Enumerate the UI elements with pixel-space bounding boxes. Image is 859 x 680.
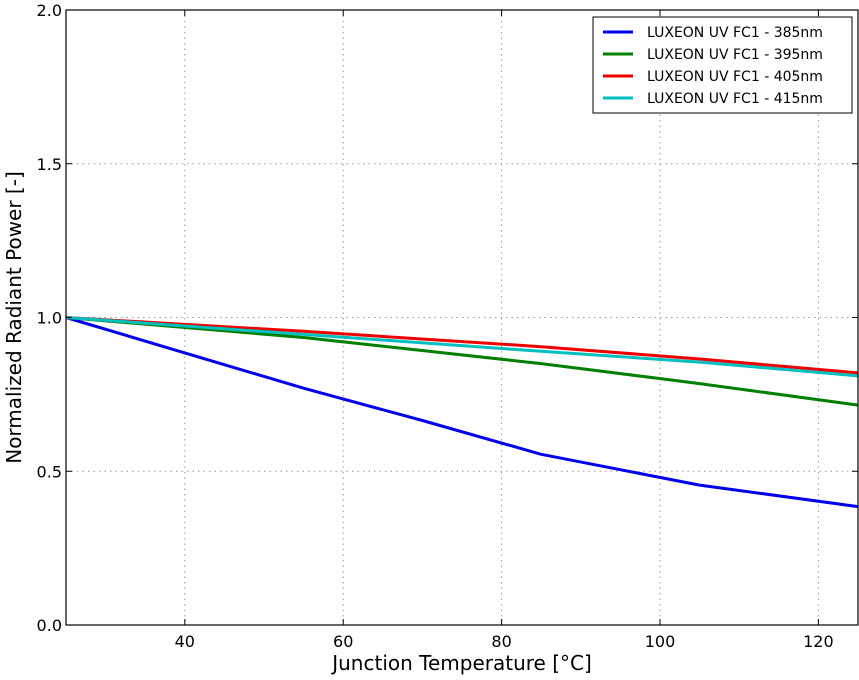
legend-label: LUXEON UV FC1 - 415nm xyxy=(647,91,823,107)
y-tick-label: 0.0 xyxy=(37,616,62,635)
y-tick-label: 1.5 xyxy=(37,155,62,174)
y-tick-label: 1.0 xyxy=(37,309,62,328)
legend-label: LUXEON UV FC1 - 395nm xyxy=(647,47,823,63)
series-line xyxy=(65,316,859,375)
x-tick-label: 100 xyxy=(645,632,676,651)
x-axis-label: Junction Temperature [°C] xyxy=(330,651,592,675)
x-tick-label: 60 xyxy=(333,632,353,651)
legend-label: LUXEON UV FC1 - 405nm xyxy=(647,69,823,85)
x-tick-label: 40 xyxy=(175,632,195,651)
y-axis-label: Normalized Radiant Power [-] xyxy=(2,171,26,464)
grid xyxy=(66,10,858,625)
x-tick-label: 120 xyxy=(803,632,834,651)
x-tick-label: 80 xyxy=(491,632,511,651)
y-tick-label: 0.5 xyxy=(37,462,62,481)
legend-label: LUXEON UV FC1 - 385nm xyxy=(647,25,823,41)
series-line xyxy=(65,316,859,378)
series-line xyxy=(65,316,859,407)
series-lines xyxy=(65,316,859,509)
legend-box xyxy=(592,16,853,114)
axis-ticks: 40 60 80 100 120 0.0 0.5 1.0 1.5 2.0 xyxy=(37,1,858,651)
y-tick-label: 2.0 xyxy=(37,1,62,20)
series-line xyxy=(65,316,859,509)
legend: LUXEON UV FC1 - 385nm LUXEON UV FC1 - 395… xyxy=(592,16,853,114)
